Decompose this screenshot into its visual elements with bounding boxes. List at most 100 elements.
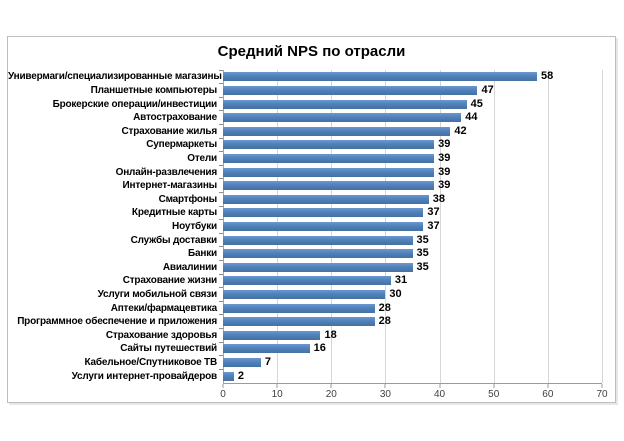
category-label: Услуги мобильной связи — [97, 289, 218, 301]
bar — [223, 99, 467, 109]
bar-value-label: 35 — [416, 260, 429, 273]
bar-row: Банки 35 — [8, 246, 602, 261]
bar-zone: 39 — [219, 178, 602, 193]
bar-zone: 37 — [219, 205, 602, 220]
category-label: Страхование здоровья — [105, 329, 217, 341]
x-axis: 0 10 20 30 40 50 60 70 — [220, 384, 608, 404]
bar-value-label: 39 — [438, 165, 451, 178]
bar — [223, 358, 261, 368]
category-label: Банки — [188, 248, 217, 260]
bar-value-label: 7 — [264, 356, 272, 369]
bar-zone: 35 — [219, 260, 602, 275]
bar-value-label: 47 — [481, 83, 494, 96]
bar — [223, 344, 310, 354]
bar-zone: 31 — [219, 273, 602, 288]
bar-row: Страхование жизни 31 — [8, 273, 602, 288]
bar-zone: 38 — [219, 191, 602, 206]
x-axis-tick-label: 40 — [434, 389, 446, 400]
bar — [223, 303, 375, 313]
bar-value-label: 39 — [438, 179, 451, 192]
bar-row: Страхование жилья 42 — [8, 123, 602, 138]
bar-row: Аптеки/фармацевтика 28 — [8, 300, 602, 315]
x-axis-tick-label: 0 — [220, 389, 226, 400]
bar — [223, 85, 478, 95]
bar-zone: 39 — [219, 164, 602, 179]
x-axis-tick-label: 70 — [596, 389, 608, 400]
bar — [223, 153, 435, 163]
bar-value-label: 31 — [394, 274, 408, 287]
category-label: Программное обеспечение и приложения — [17, 316, 217, 328]
x-axis-tick-label: 20 — [325, 389, 337, 400]
bar-row: Программное обеспечение и приложения 28 — [8, 314, 602, 329]
category-label: Ноутбуки — [172, 221, 217, 232]
category-label: Страхование жилья — [121, 125, 218, 137]
bar-row: Универмаги/специализированные магазины 58 — [8, 69, 602, 84]
bar — [223, 208, 424, 218]
bar — [223, 72, 538, 82]
x-axis-tick-label: 60 — [542, 389, 554, 400]
bar-row: Интернет-магазины 39 — [8, 178, 602, 193]
category-label: Планшетные компьютеры — [90, 84, 218, 96]
x-axis-tick — [330, 384, 332, 388]
bar-zone: 28 — [219, 300, 602, 315]
bar-row: Супермаркеты 39 — [8, 137, 602, 152]
bar — [223, 194, 429, 204]
category-label: Страхование жизни — [122, 275, 218, 287]
bar-value-label: 37 — [427, 220, 440, 232]
bar-value-label: 58 — [541, 70, 554, 83]
x-axis-tick-label: 10 — [271, 389, 283, 400]
category-label: Брокерские операции/инвестиции — [52, 98, 218, 110]
bar-row: Ноутбуки 37 — [8, 219, 602, 234]
category-label: Супермаркеты — [146, 139, 217, 151]
bar-zone: 28 — [219, 314, 602, 329]
bar-value-label: 35 — [416, 247, 429, 260]
x-axis-tick — [601, 384, 603, 388]
bar-zone: 47 — [219, 83, 602, 98]
x-axis-tick — [493, 384, 495, 388]
category-label: Отели — [187, 152, 217, 164]
bar — [223, 167, 435, 177]
bar-row: Отели 39 — [8, 151, 602, 166]
bar — [223, 140, 435, 150]
category-label: Авиалинии — [162, 261, 217, 273]
bar-zone: 45 — [219, 96, 602, 111]
bar — [223, 181, 435, 191]
bar-value-label: 37 — [427, 206, 440, 219]
bar-zone: 30 — [219, 287, 602, 302]
category-label: Сайты путешествий — [120, 343, 217, 355]
bar — [223, 235, 413, 245]
bar — [223, 126, 451, 136]
bar-zone: 44 — [219, 110, 602, 125]
bar-value-label: 42 — [454, 124, 467, 137]
bar-value-label: 39 — [438, 138, 451, 151]
x-axis-tick — [439, 384, 441, 388]
category-label: Смартфоны — [158, 193, 218, 205]
bar — [223, 262, 413, 272]
bar-zone: 35 — [219, 232, 602, 247]
category-label: Кредитные карты — [131, 207, 217, 219]
bar-row: Страхование здоровья 18 — [8, 328, 602, 343]
x-axis-tick — [276, 384, 278, 388]
bar — [223, 330, 321, 340]
bar-row: Смартфоны 38 — [8, 191, 602, 206]
bar-zone: 39 — [219, 137, 602, 152]
bar-zone: 42 — [219, 123, 602, 138]
x-axis-tick — [222, 384, 224, 388]
bar — [223, 371, 234, 381]
bar-zone: 2 — [219, 368, 602, 383]
category-label: Интернет-магазины — [122, 180, 218, 192]
bar-value-label: 28 — [378, 315, 391, 328]
bar-rows: Универмаги/специализированные магазины 58… — [8, 69, 602, 383]
category-label: Услуги интернет-провайдеров — [71, 370, 218, 382]
bar-row: Кредитные карты 37 — [8, 205, 602, 220]
bar-value-label: 28 — [378, 301, 391, 314]
bar-value-label: 38 — [432, 192, 445, 205]
bar — [223, 290, 386, 300]
chart-frame: Средний NPS по отрасли Универмаги/специа… — [7, 36, 616, 403]
category-label: Аптеки/фармацевтика — [110, 302, 218, 314]
bar-row: Автострахование 44 — [8, 110, 602, 125]
category-label: Службы доставки — [130, 234, 218, 246]
bar-row: Услуги интернет-провайдеров 2 — [8, 368, 602, 383]
gridline — [493, 70, 495, 383]
bar-value-label: 2 — [237, 369, 244, 382]
